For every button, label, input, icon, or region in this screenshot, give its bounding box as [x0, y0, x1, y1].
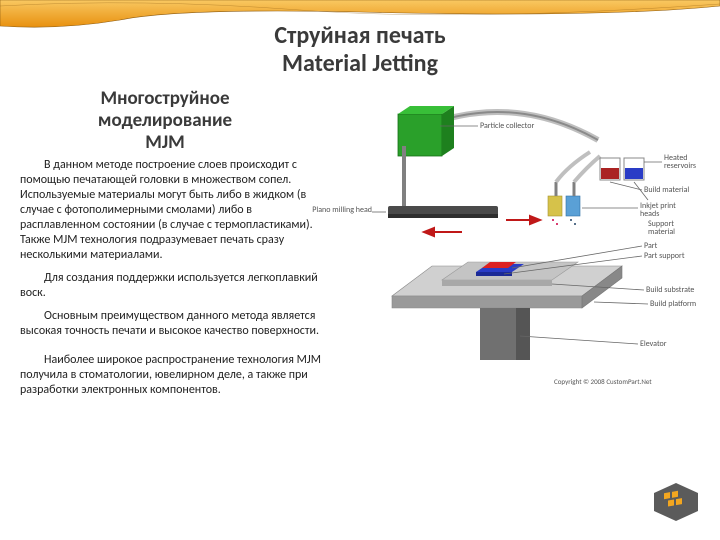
- inkjet-heads: [548, 152, 600, 225]
- motion-arrows: [424, 216, 540, 236]
- label-part: Part: [644, 242, 657, 250]
- label-inkjet: Inkjet print heads: [640, 202, 688, 218]
- paragraph-3: Основным преимуществом данного метода яв…: [20, 309, 322, 339]
- label-particle-collector: Particle collector: [480, 122, 534, 130]
- subtitle: Многоструйное моделирование MJM: [40, 88, 290, 154]
- elevator: [480, 308, 530, 360]
- title-line2: Material Jetting: [282, 49, 438, 78]
- label-build-mat: Build material: [644, 186, 696, 194]
- label-plano-milling: Plano milling head: [310, 206, 372, 214]
- paragraph-1: В данном методе построение слоев происхо…: [20, 158, 322, 263]
- label-part-support: Part support: [644, 252, 685, 260]
- paragraph-2: Для создания поддержки используется легк…: [20, 271, 322, 301]
- mjm-diagram: Particle collector Plano milling head He…: [342, 96, 698, 396]
- title-line1: Струйная печать: [274, 21, 445, 50]
- label-build-sub: Build substrate: [646, 286, 694, 294]
- subtitle-line1: Многоструйное: [100, 87, 229, 110]
- label-heated-res: Heated reservoirs: [664, 154, 704, 170]
- plano-milling-head: [388, 146, 498, 218]
- paragraph-4: Наиболее широкое распространение техноло…: [20, 353, 322, 398]
- label-elevator: Elevator: [640, 340, 667, 348]
- body-text: В данном методе построение слоев происхо…: [20, 158, 322, 406]
- page-title: Струйная печать Material Jetting: [0, 22, 720, 77]
- subtitle-line3: MJM: [145, 131, 185, 154]
- heated-reservoirs: [600, 158, 644, 180]
- label-support-mat: Support material: [648, 220, 700, 236]
- particle-collector: [398, 106, 454, 156]
- label-build-plat: Build platform: [650, 300, 696, 308]
- diagram-copyright: Copyright © 2008 CustomPart.Net: [554, 378, 652, 385]
- template-logo-icon: [654, 483, 698, 526]
- subtitle-line2: моделирование: [98, 109, 232, 132]
